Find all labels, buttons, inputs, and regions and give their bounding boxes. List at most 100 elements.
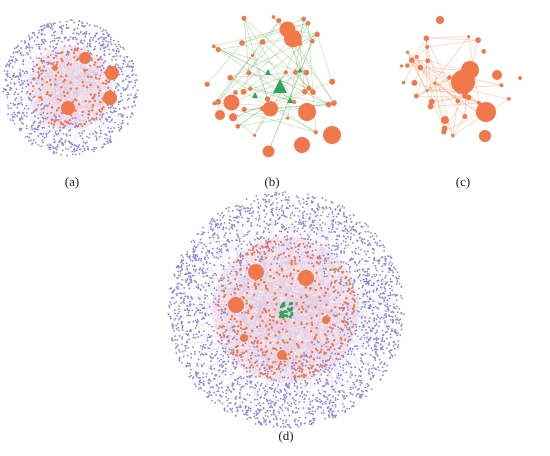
node	[178, 358, 180, 360]
node	[296, 410, 299, 413]
node	[222, 268, 225, 270]
node	[264, 198, 267, 201]
node	[210, 334, 212, 337]
node	[37, 104, 40, 106]
node	[272, 412, 275, 415]
node	[51, 145, 54, 148]
node	[209, 380, 212, 382]
node	[195, 307, 198, 310]
node	[82, 84, 85, 88]
node	[379, 343, 382, 346]
node	[328, 371, 331, 374]
node	[205, 375, 208, 378]
node	[56, 42, 59, 45]
node	[98, 94, 101, 97]
node	[74, 153, 77, 156]
edge	[87, 71, 112, 137]
node	[394, 268, 397, 271]
node	[316, 207, 319, 210]
node	[264, 204, 267, 207]
node	[325, 381, 328, 384]
node	[88, 133, 91, 135]
node	[84, 149, 86, 152]
node	[293, 242, 296, 245]
node	[203, 389, 206, 392]
node	[332, 339, 336, 342]
node	[339, 365, 342, 368]
edge	[344, 232, 359, 301]
node	[222, 334, 226, 337]
node	[378, 296, 381, 299]
node	[351, 251, 354, 254]
node	[209, 386, 212, 389]
node	[326, 236, 328, 239]
node	[196, 318, 199, 321]
edge	[243, 91, 316, 133]
node	[53, 61, 55, 64]
node	[329, 355, 332, 358]
node	[271, 213, 274, 216]
node	[25, 111, 28, 114]
node	[340, 251, 342, 254]
node	[218, 333, 222, 337]
hub	[105, 66, 119, 80]
node	[190, 240, 193, 243]
node	[38, 31, 40, 34]
node	[182, 355, 185, 358]
node	[331, 100, 337, 106]
node	[386, 330, 388, 333]
node	[230, 349, 233, 352]
node	[239, 395, 242, 397]
node	[245, 302, 248, 305]
node	[362, 342, 365, 345]
hub	[298, 103, 316, 121]
node	[37, 77, 40, 80]
node	[117, 50, 120, 53]
node	[389, 291, 392, 294]
node	[302, 88, 308, 95]
node	[190, 374, 192, 377]
node	[222, 350, 225, 353]
node	[220, 248, 223, 250]
node	[107, 80, 110, 84]
node	[331, 252, 333, 255]
node	[220, 251, 223, 254]
node	[368, 307, 371, 310]
node	[320, 373, 323, 376]
node	[340, 265, 343, 268]
node	[353, 309, 356, 312]
node	[341, 310, 344, 312]
node	[433, 81, 437, 85]
node	[72, 51, 76, 55]
node	[377, 284, 380, 287]
node	[178, 310, 181, 313]
node	[305, 252, 308, 255]
node	[249, 361, 251, 363]
node	[358, 368, 361, 371]
node	[33, 121, 35, 124]
node	[84, 24, 87, 27]
node	[21, 117, 24, 120]
node	[236, 377, 239, 380]
node	[384, 262, 387, 265]
node	[230, 293, 233, 296]
node	[361, 345, 364, 348]
node	[224, 373, 227, 376]
node	[241, 254, 244, 258]
node	[107, 126, 110, 129]
edge	[426, 38, 459, 102]
node	[131, 105, 134, 108]
node	[264, 411, 267, 414]
node	[56, 144, 59, 146]
node	[25, 127, 28, 130]
node	[325, 364, 328, 366]
node	[90, 117, 94, 121]
node	[231, 227, 234, 230]
node	[184, 347, 187, 350]
node	[13, 111, 15, 114]
node	[221, 211, 224, 214]
node	[241, 257, 244, 260]
node	[99, 48, 102, 51]
node	[354, 366, 357, 368]
node	[335, 296, 338, 299]
